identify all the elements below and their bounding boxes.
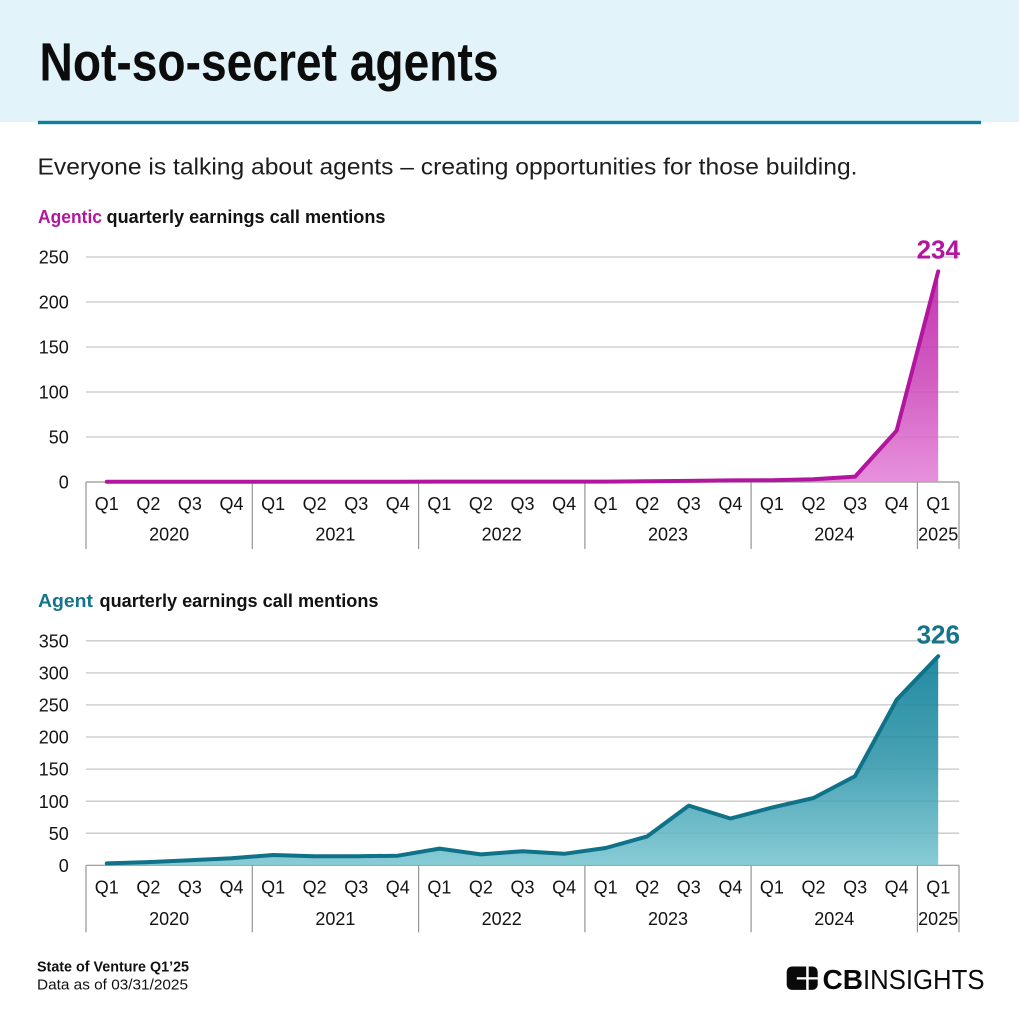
svg-text:Q1: Q1 [95,494,119,514]
svg-text:2020: 2020 [149,525,189,545]
svg-text:Q3: Q3 [344,878,368,898]
svg-text:Q1: Q1 [95,878,119,898]
svg-text:Q1: Q1 [760,878,784,898]
svg-text:250: 250 [39,248,69,268]
svg-text:Q2: Q2 [136,494,160,514]
svg-text:2023: 2023 [648,909,688,929]
svg-text:326: 326 [917,620,960,650]
svg-text:Q2: Q2 [303,878,327,898]
svg-text:Data as of 03/31/2025: Data as of 03/31/2025 [37,977,188,994]
svg-text:Q2: Q2 [801,494,825,514]
svg-text:2024: 2024 [814,525,854,545]
svg-text:Q2: Q2 [635,878,659,898]
svg-text:200: 200 [39,293,69,313]
svg-text:Q2: Q2 [801,878,825,898]
svg-text:50: 50 [49,428,69,448]
svg-text:350: 350 [39,631,69,651]
svg-text:Q3: Q3 [843,878,867,898]
svg-text:Q2: Q2 [469,878,493,898]
svg-text:Q3: Q3 [843,494,867,514]
svg-text:Q3: Q3 [677,878,701,898]
svg-text:Q1: Q1 [427,494,451,514]
svg-text:CB: CB [823,964,864,995]
svg-text:2022: 2022 [482,525,522,545]
svg-text:Q3: Q3 [178,878,202,898]
svg-text:2022: 2022 [482,909,522,929]
svg-text:Q2: Q2 [303,494,327,514]
svg-text:Q4: Q4 [885,878,909,898]
svg-text:150: 150 [39,338,69,358]
svg-text:Q3: Q3 [178,494,202,514]
svg-text:Not-so-secret agents: Not-so-secret agents [40,34,499,93]
svg-text:Everyone is talking about agen: Everyone is talking about agents – creat… [38,154,858,180]
svg-text:2021: 2021 [315,525,355,545]
svg-text:Q1: Q1 [594,878,618,898]
svg-text:Q4: Q4 [219,878,243,898]
svg-text:Q3: Q3 [344,494,368,514]
svg-text:Q2: Q2 [635,494,659,514]
svg-text:2025: 2025 [918,909,958,929]
svg-text:Q1: Q1 [594,494,618,514]
svg-text:Q4: Q4 [552,878,576,898]
svg-text:Q3: Q3 [677,494,701,514]
svg-text:2021: 2021 [315,909,355,929]
svg-text:2020: 2020 [149,909,189,929]
svg-text:2023: 2023 [648,525,688,545]
svg-text:Q1: Q1 [261,494,285,514]
svg-text:2025: 2025 [918,525,958,545]
svg-text:250: 250 [39,696,69,716]
svg-text:Q3: Q3 [510,878,534,898]
svg-text:234: 234 [917,235,961,265]
svg-text:Q4: Q4 [386,494,410,514]
svg-text:Q4: Q4 [718,878,742,898]
svg-text:300: 300 [39,664,69,684]
svg-text:Q3: Q3 [510,494,534,514]
svg-text:0: 0 [59,473,69,493]
svg-text:2024: 2024 [814,909,854,929]
svg-text:150: 150 [39,760,69,780]
svg-text:Q2: Q2 [136,878,160,898]
svg-text:quarterly earnings call mentio: quarterly earnings call mentions [107,206,386,227]
svg-text:Agent: Agent [38,590,93,611]
svg-text:Q4: Q4 [552,494,576,514]
svg-text:100: 100 [39,792,69,812]
svg-text:0: 0 [59,856,69,876]
svg-text:100: 100 [39,383,69,403]
svg-text:Q4: Q4 [718,494,742,514]
svg-text:INSIGHTS: INSIGHTS [863,964,985,995]
svg-text:quarterly earnings call mentio: quarterly earnings call mentions [100,590,379,611]
svg-text:Q4: Q4 [386,878,410,898]
svg-text:Q1: Q1 [760,494,784,514]
svg-text:Q2: Q2 [469,494,493,514]
svg-text:50: 50 [49,824,69,844]
svg-text:Q1: Q1 [427,878,451,898]
svg-text:Q1: Q1 [261,878,285,898]
svg-text:Q4: Q4 [885,494,909,514]
svg-text:Q1: Q1 [926,494,950,514]
svg-text:Q1: Q1 [926,878,950,898]
svg-text:State of Venture Q1’25: State of Venture Q1’25 [37,959,189,975]
svg-text:Agentic: Agentic [38,206,102,227]
svg-text:200: 200 [39,728,69,748]
svg-text:Q4: Q4 [219,494,243,514]
